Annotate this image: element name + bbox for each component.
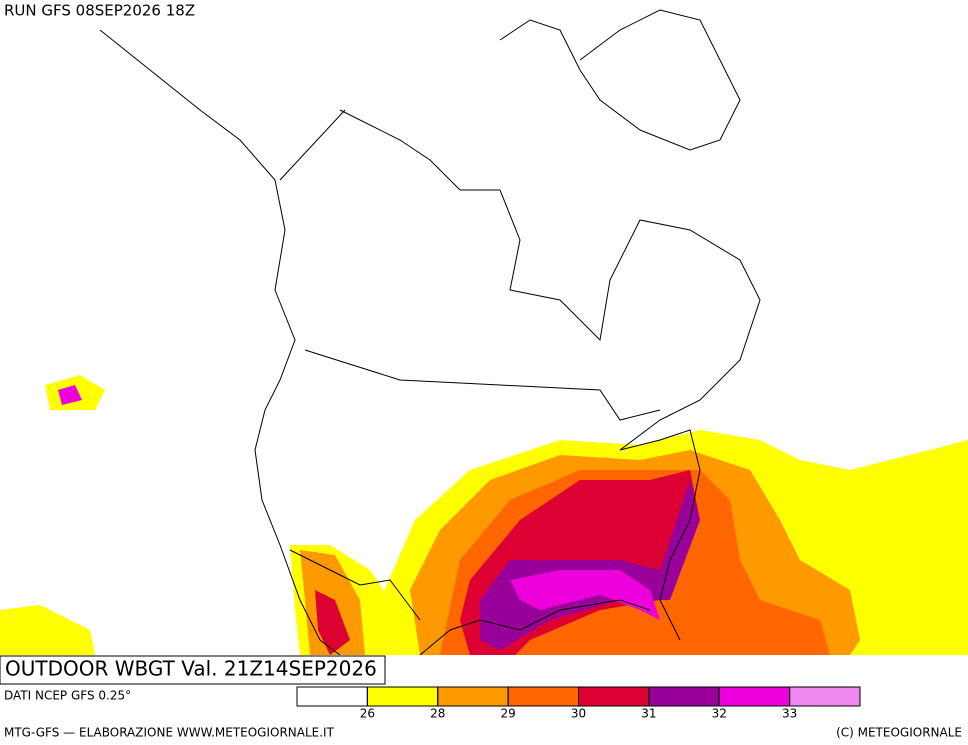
tick-label: 30 <box>571 707 586 721</box>
wbgt-area <box>315 590 350 655</box>
colorbar: 26 28 29 30 31 32 33 <box>296 686 861 721</box>
header-bg <box>0 0 240 24</box>
wbgt-area <box>510 570 660 620</box>
coastline <box>499 9 741 151</box>
tick-label: 32 <box>712 707 727 721</box>
coastline <box>99 29 341 656</box>
tick-label: 33 <box>782 707 797 721</box>
border <box>289 549 421 621</box>
wbgt-area <box>58 385 82 405</box>
tick-label: 29 <box>500 707 515 721</box>
source-label: DATI NCEP GFS 0.25° <box>4 689 131 703</box>
coastline <box>339 109 761 641</box>
color-box <box>507 686 579 707</box>
coastline <box>419 599 651 656</box>
tick-label: 31 <box>641 707 656 721</box>
tick-label: 26 <box>360 707 375 721</box>
color-box <box>366 686 439 707</box>
color-box <box>437 686 509 707</box>
color-box <box>789 686 861 707</box>
border <box>279 109 346 181</box>
run-label: RUN GFS 08SEP2026 18Z <box>4 2 195 20</box>
title-box <box>0 655 386 685</box>
color-box <box>718 686 791 707</box>
tick-label: 28 <box>430 707 445 721</box>
color-box <box>578 686 650 707</box>
credit-label: MTG-GFS — ELABORAZIONE WWW.METEOGIORNALE… <box>4 726 335 740</box>
border <box>304 349 661 421</box>
copyright-label: (C) METEOGIORNALE <box>836 726 962 740</box>
color-box <box>648 686 720 707</box>
wbgt-field <box>0 375 968 670</box>
wbgt-area <box>0 605 95 655</box>
coastlines <box>99 9 761 656</box>
color-box <box>296 686 368 707</box>
map-title: OUTDOOR WBGT Val. 21Z14SEP2026 <box>5 657 377 681</box>
